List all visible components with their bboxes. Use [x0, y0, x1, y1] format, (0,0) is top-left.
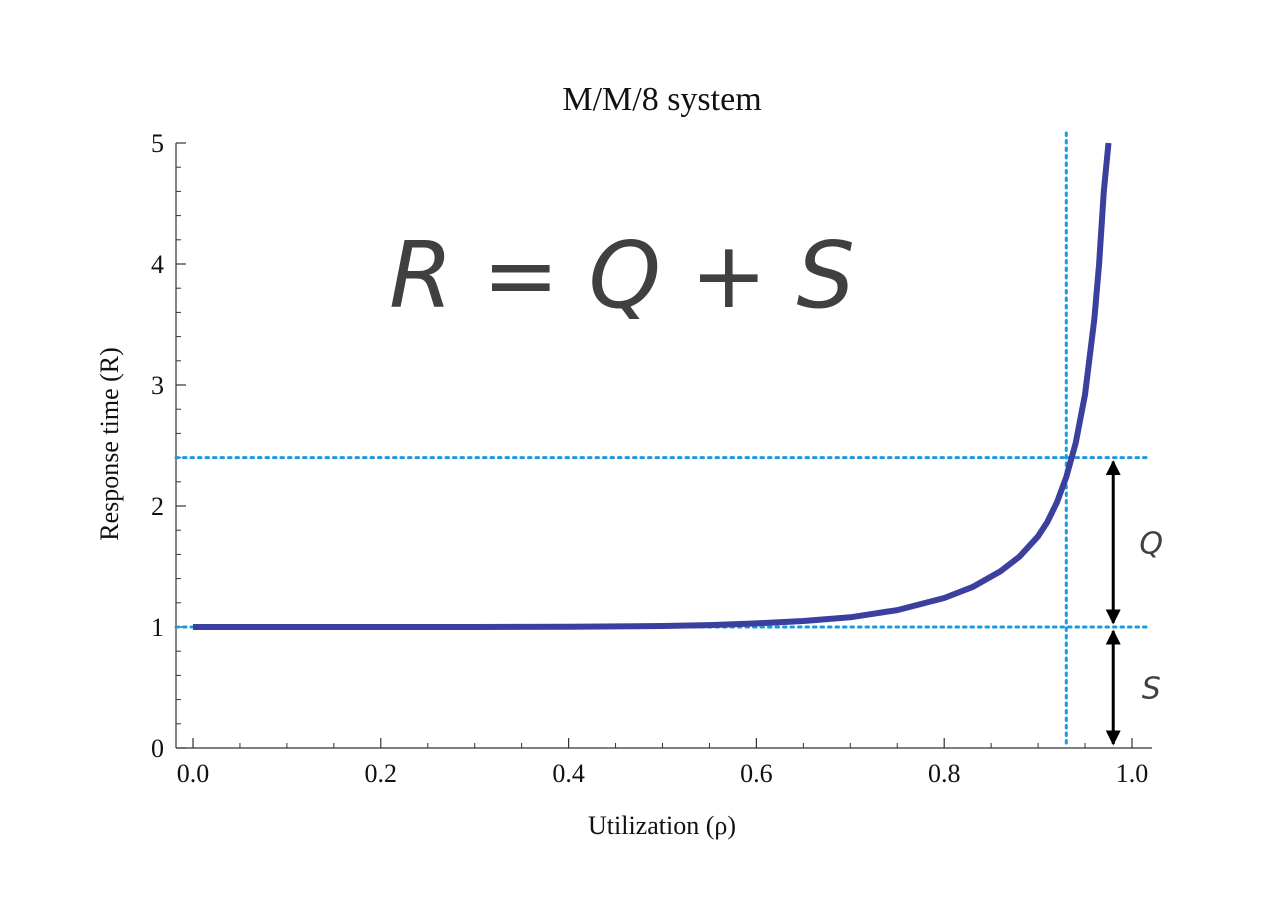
x-tick-label: 0.2: [365, 759, 398, 788]
y-tick-label: 5: [151, 129, 164, 158]
annotation-label: S: [1142, 672, 1161, 707]
x-tick-label: 0.4: [552, 759, 585, 788]
x-tick-label: 0.8: [928, 759, 961, 788]
y-tick-label: 1: [151, 613, 164, 642]
y-tick-label: 4: [151, 250, 164, 279]
y-tick-label: 0: [151, 734, 164, 763]
x-axis-label: Utilization (ρ): [588, 811, 736, 840]
chart-title: M/M/8 system: [562, 81, 761, 118]
series-line: [193, 142, 1112, 630]
y-tick-label: 3: [151, 371, 164, 400]
y-axis-label: Response time (R): [95, 347, 124, 541]
series: [193, 142, 1112, 630]
x-tick-label: 0.6: [740, 759, 773, 788]
axes: 0.0 0.2 0.4 0.6 0.8 1.0 0 1 2 3 4 5: [151, 129, 1152, 788]
y-tick-label: 2: [151, 492, 164, 521]
annotations: QS: [1105, 460, 1163, 746]
equation-label: R = Q + S: [389, 222, 855, 329]
x-tick-label: 0.0: [177, 759, 210, 788]
annotation-label: Q: [1139, 526, 1163, 561]
x-tick-label: 1.0: [1116, 759, 1149, 788]
